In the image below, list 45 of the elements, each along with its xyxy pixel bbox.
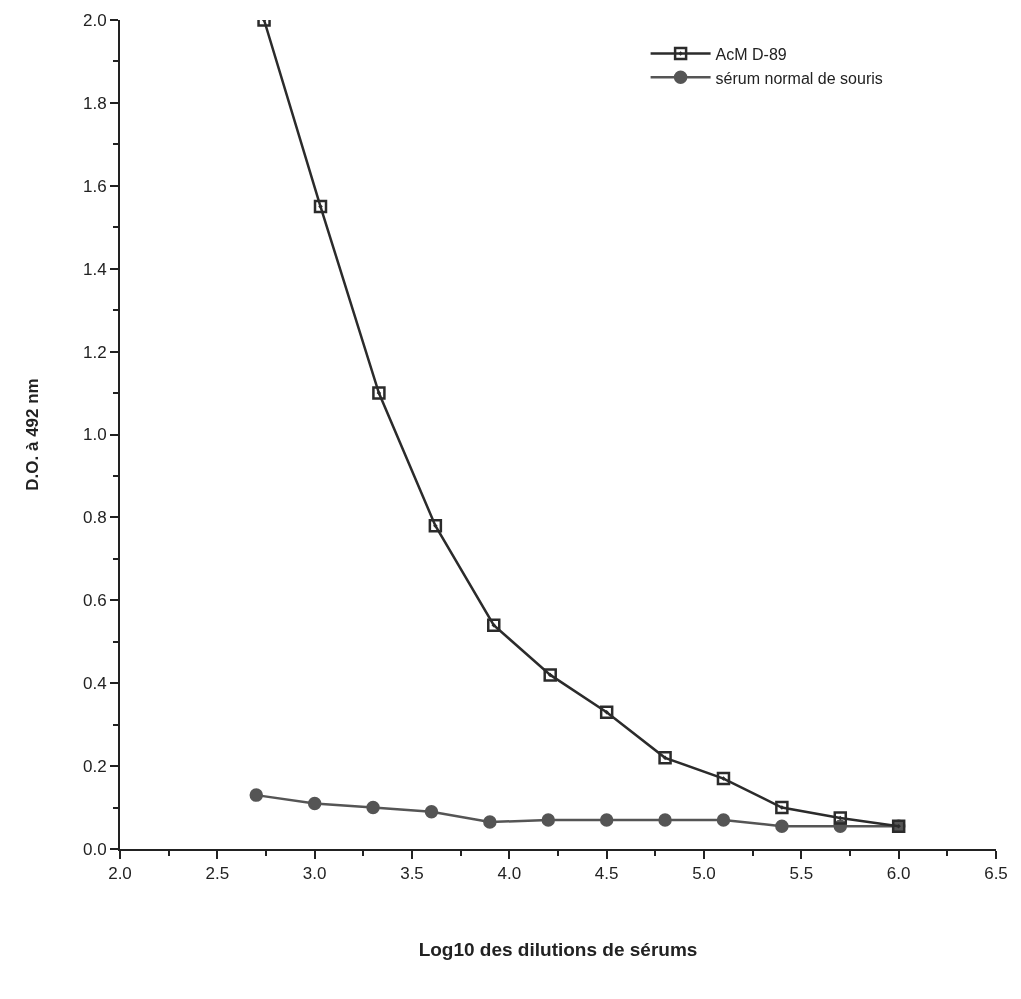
point: [372, 386, 386, 400]
y-axis-title: D.O. à 492 nm: [23, 378, 43, 491]
point: [543, 668, 557, 682]
x-axis-title: Log10 des dilutions de sérums: [418, 938, 698, 960]
x-tick-label: 5.5: [789, 864, 814, 884]
x-tick-label: 6.5: [984, 864, 1008, 884]
point: [775, 819, 789, 833]
legend-label: AcM D-89: [715, 45, 787, 63]
point: [424, 804, 439, 819]
y-tick-label: 1.2: [82, 342, 107, 362]
point: [599, 705, 614, 719]
point: [716, 813, 731, 827]
y-tick-label: 0.6: [82, 591, 107, 611]
point: [833, 811, 848, 825]
point: [483, 815, 497, 829]
x-tick-label: 3.0: [302, 864, 327, 884]
x-tick-label: 2.5: [205, 864, 230, 884]
point: [249, 788, 264, 802]
x-tick-label: 2.0: [108, 864, 132, 884]
point: [366, 800, 380, 815]
y-tick-label: 1.8: [82, 93, 107, 113]
y-tick-label: 1.6: [82, 176, 107, 196]
y-tick-label: 0.2: [82, 757, 107, 777]
y-tick-label: 2.0: [82, 10, 107, 30]
point: [487, 618, 501, 632]
y-tick-label: 1.4: [82, 259, 107, 279]
point: [541, 813, 556, 827]
x-tick-label: 4.0: [497, 864, 522, 884]
x-tick-label: 6.0: [886, 864, 911, 884]
y-tick-label: 1.0: [82, 425, 107, 445]
point: [658, 751, 672, 765]
point: [658, 813, 672, 827]
x-tick-label: 3.5: [400, 864, 424, 884]
point: [599, 813, 614, 827]
point: [775, 800, 789, 815]
point: [307, 796, 322, 811]
point: [428, 518, 443, 533]
y-tick-label: 0.4: [82, 674, 107, 694]
x-tick-label: 4.5: [594, 864, 619, 884]
y-tick-label: 0.0: [82, 839, 107, 859]
legend-label: sérum normal de souris: [715, 69, 883, 87]
point: [716, 771, 731, 786]
point: [313, 199, 328, 214]
y-tick-label: 0.8: [82, 508, 107, 528]
x-tick-label: 5.0: [692, 864, 716, 884]
